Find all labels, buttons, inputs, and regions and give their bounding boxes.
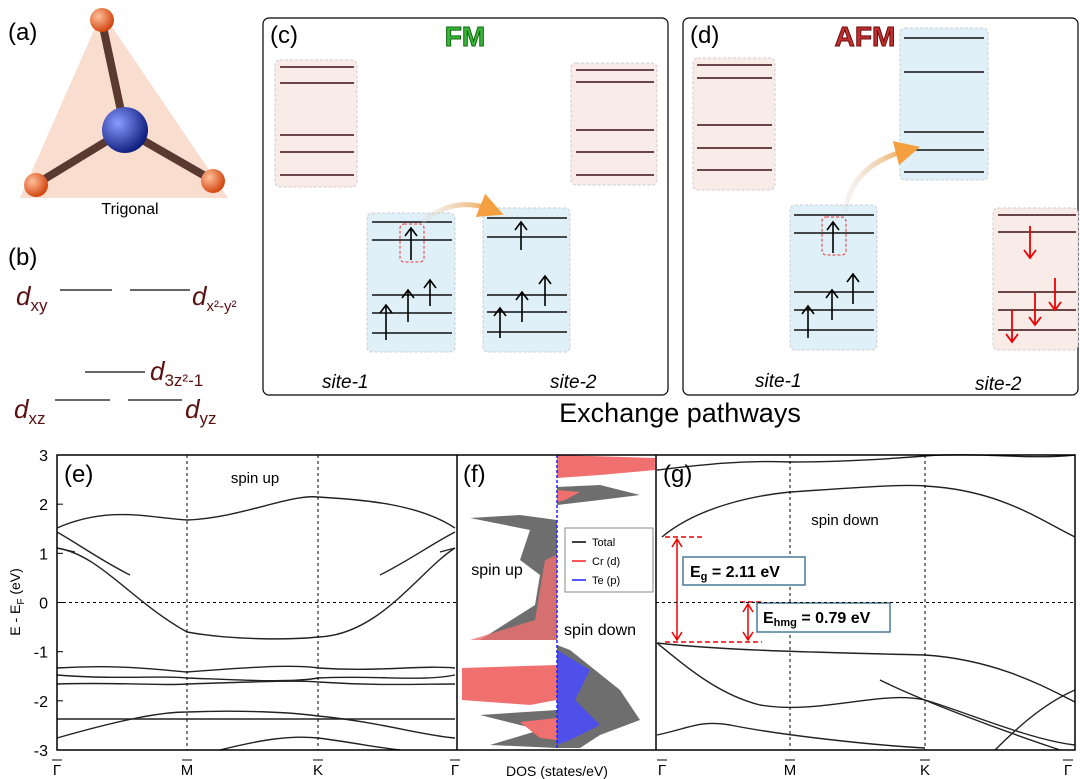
y-label-unit: (eV) xyxy=(7,568,23,598)
symbol: E xyxy=(763,610,774,627)
y-tick-label: -3 xyxy=(34,743,48,760)
legend-label: Total xyxy=(592,537,615,549)
band xyxy=(657,690,1075,750)
orbital: dx²-y² xyxy=(192,281,236,315)
k-label: K xyxy=(313,762,323,779)
panel-a: (a) Trigonal xyxy=(8,8,228,218)
y-tick-label: 2 xyxy=(39,497,48,514)
site-label: site-1 xyxy=(322,372,368,393)
panel-label: (d) xyxy=(690,22,719,49)
band xyxy=(57,497,455,528)
band xyxy=(57,532,455,575)
sub: yz xyxy=(199,409,216,428)
sub: xy xyxy=(30,296,48,315)
band xyxy=(57,666,455,672)
x-label: DOS (states/eV) xyxy=(506,763,608,779)
ligand xyxy=(24,173,48,197)
band xyxy=(657,643,1075,702)
band xyxy=(57,675,455,681)
panel-label: (c) xyxy=(270,22,298,49)
band xyxy=(220,737,400,750)
sub: hmg xyxy=(774,617,797,629)
bands-e xyxy=(57,497,455,750)
sub: xz xyxy=(28,409,45,428)
caption: Trigonal xyxy=(101,201,158,218)
legend-label: Te (p) xyxy=(592,575,620,587)
y-tick-label: 0 xyxy=(39,596,48,613)
annotation: spin up xyxy=(231,470,279,487)
center-atom xyxy=(102,107,148,153)
site-label: site-2 xyxy=(975,374,1022,395)
caption: Exchange pathways xyxy=(559,398,801,428)
sub: g xyxy=(701,571,708,583)
boxes xyxy=(693,28,1078,350)
k-label: Γ xyxy=(451,762,459,779)
annotation: spin up xyxy=(471,562,523,579)
y-label: E - EF (eV) xyxy=(7,568,27,636)
ligand xyxy=(201,169,225,193)
orbital: d3z²-1 xyxy=(150,356,203,390)
band xyxy=(57,681,455,684)
site-label: site-2 xyxy=(550,372,597,393)
hop-arrow xyxy=(845,150,908,213)
k-label: K xyxy=(920,762,930,779)
sub: 3z²-1 xyxy=(164,371,203,390)
panel-d: (d) AFM site-1 site-2 xyxy=(683,18,1078,395)
band xyxy=(57,548,455,639)
sub: x²-y² xyxy=(206,298,236,315)
band xyxy=(657,455,1075,470)
y-tick-label: 3 xyxy=(39,448,48,465)
k-label: M xyxy=(181,762,194,779)
k-label: Γ xyxy=(658,762,666,779)
panel-b: (b) dxy dx²-y² d3z²-1 dxz dyz xyxy=(8,244,236,428)
annotation: spin down xyxy=(564,622,636,639)
y-tick-label: -2 xyxy=(34,694,48,711)
gap-markers xyxy=(665,537,762,642)
band xyxy=(57,711,455,738)
site-label: site-1 xyxy=(755,371,801,392)
panel-label: (g) xyxy=(663,461,692,488)
text: = 2.11 eV xyxy=(707,564,780,581)
symbol: E xyxy=(690,564,701,581)
panel-title: AFM xyxy=(835,21,896,52)
orbital: dyz xyxy=(185,394,216,428)
legend: Total Cr (d) Te (p) xyxy=(565,528,653,592)
panel-label: (f) xyxy=(463,461,486,488)
dos xyxy=(462,455,655,750)
band xyxy=(657,643,1075,745)
orbital: dxz xyxy=(14,394,45,428)
k-label: M xyxy=(784,762,797,779)
y-tick-label: 1 xyxy=(39,546,48,563)
text: = 0.79 eV xyxy=(797,610,871,627)
figure: (a) Trigonal (b) dxy dx²-y² d3z²-1 dxz d… xyxy=(0,0,1080,779)
y-tick-label: -1 xyxy=(34,645,48,662)
k-label: Γ xyxy=(53,762,61,779)
panel-label: (b) xyxy=(8,244,37,271)
panel-c: (c) FM site-1 site-2 xyxy=(263,18,668,395)
legend-label: Cr (d) xyxy=(592,556,620,568)
dos-cr-up xyxy=(462,665,557,705)
ligand xyxy=(90,8,114,32)
band xyxy=(57,548,455,552)
panel-label: (e) xyxy=(64,461,93,488)
k-label: Γ xyxy=(1064,762,1072,779)
annotation: spin down xyxy=(811,512,879,529)
panel-label: (a) xyxy=(8,19,37,46)
plots: (e) spin up (f) spin up spin down DOS (s… xyxy=(7,448,1075,779)
y-label-main: E - E xyxy=(7,605,23,636)
panel-title: FM xyxy=(445,21,485,52)
orbital: dxy xyxy=(16,281,48,315)
dos-cr-down xyxy=(557,455,655,478)
